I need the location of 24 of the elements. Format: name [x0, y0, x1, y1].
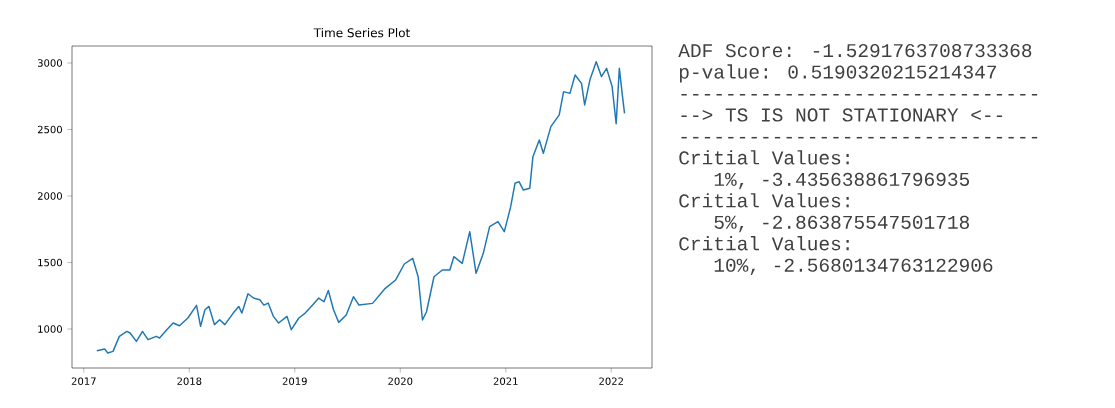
text: ADF Score: -1.5291763708733368: [678, 43, 1032, 58]
text: Critial Values:: [679, 236, 849, 251]
chart-title: Time Series Plot: [313, 28, 410, 38]
x-tick-label: 2021: [493, 377, 518, 385]
y-tick-label: 1500: [38, 258, 62, 267]
text: p-value: 0.5190320215214347: [679, 64, 997, 83]
line-series: [96, 60, 626, 354]
x-tick-label: 2020: [388, 377, 413, 385]
x-tick-label: 2022: [599, 377, 623, 385]
text: -------------------------------: [681, 136, 1038, 139]
text: 1%, -3.435638861796935: [714, 172, 970, 190]
y-tick-label: 2500: [37, 125, 62, 134]
x-tick-label: 2019: [282, 377, 307, 385]
y-tick-label: 1000: [38, 325, 62, 333]
text: 5%, -2.863875547501718: [714, 215, 969, 233]
y-tick-label: 2000: [37, 192, 62, 200]
text: 10%, -2.5680134763122906: [714, 258, 993, 276]
x-tick-label: 2017: [71, 377, 96, 385]
text: Critial Values:: [679, 193, 849, 208]
text: -------------------------------: [681, 93, 1038, 96]
text: Critial Values:: [679, 150, 849, 165]
text: --> TS IS NOT STATIONARY <--: [681, 108, 1003, 122]
y-tick-label: 3000: [37, 59, 62, 67]
x-tick-label: 2018: [177, 377, 202, 385]
